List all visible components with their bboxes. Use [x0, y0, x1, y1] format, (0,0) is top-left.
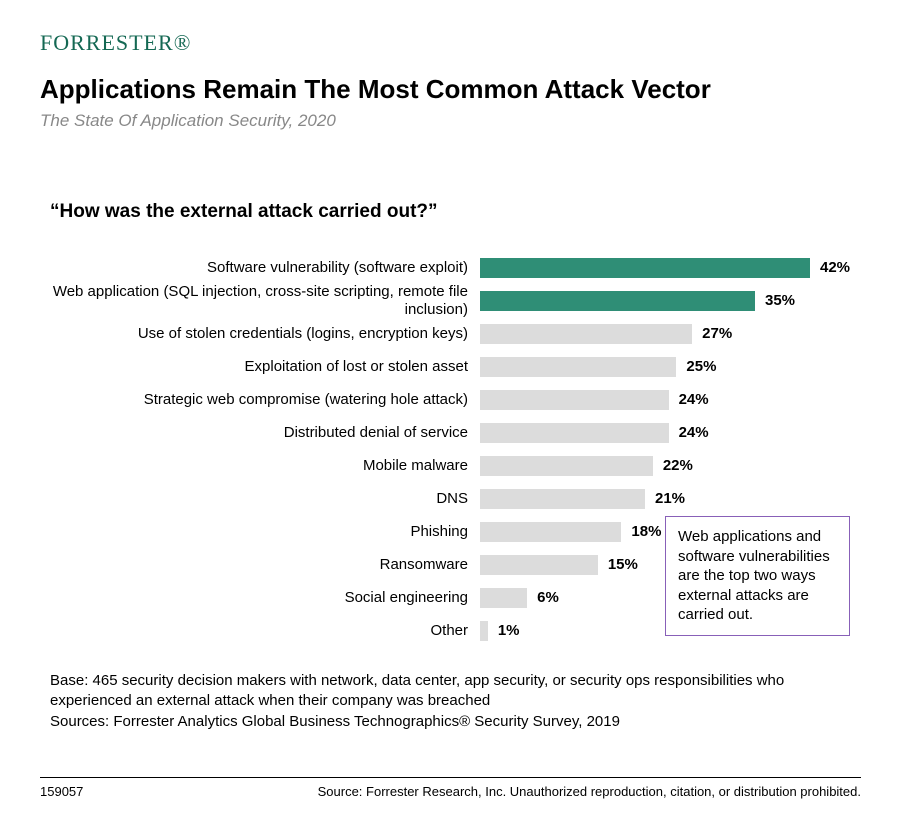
bar-row: Software vulnerability (software exploit… — [50, 251, 870, 284]
page-subtitle: The State Of Application Security, 2020 — [40, 111, 861, 131]
bar-fill — [480, 456, 653, 476]
bar-track: 22% — [480, 456, 870, 476]
bar-label: Software vulnerability (software exploit… — [50, 259, 480, 276]
bar-value: 27% — [702, 325, 732, 342]
bar-value: 18% — [631, 523, 661, 540]
page-title: Applications Remain The Most Common Atta… — [40, 74, 861, 105]
bar-value: 22% — [663, 457, 693, 474]
bar-label: DNS — [50, 490, 480, 507]
bar-fill — [480, 423, 669, 443]
bar-value: 35% — [765, 292, 795, 309]
bar-row: Mobile malware 22% — [50, 449, 870, 482]
bar-track: 35% — [480, 291, 870, 311]
bar-fill — [480, 588, 527, 608]
bar-fill — [480, 324, 692, 344]
base-note: Base: 465 security decision makers with … — [50, 671, 861, 712]
bar-row: Strategic web compromise (watering hole … — [50, 383, 870, 416]
bar-value: 24% — [679, 391, 709, 408]
bar-track: 24% — [480, 423, 870, 443]
bar-fill — [480, 621, 488, 641]
bar-track: 24% — [480, 390, 870, 410]
bar-track: 27% — [480, 324, 870, 344]
sources-note: Sources: Forrester Analytics Global Busi… — [50, 712, 861, 732]
bar-value: 15% — [608, 556, 638, 573]
bar-value: 25% — [686, 358, 716, 375]
bar-fill — [480, 555, 598, 575]
bar-label: Web application (SQL injection, cross-si… — [50, 283, 480, 318]
chart-callout: Web applications and software vulnerabil… — [665, 516, 850, 636]
footer: 159057 Source: Forrester Research, Inc. … — [40, 777, 861, 799]
bar-value: 6% — [537, 589, 559, 606]
bar-label: Mobile malware — [50, 457, 480, 474]
bar-label: Use of stolen credentials (logins, encry… — [50, 325, 480, 342]
bar-value: 21% — [655, 490, 685, 507]
bar-label: Phishing — [50, 523, 480, 540]
bar-row: Use of stolen credentials (logins, encry… — [50, 317, 870, 350]
footer-id: 159057 — [40, 784, 83, 799]
bar-label: Other — [50, 622, 480, 639]
bar-row: Web application (SQL injection, cross-si… — [50, 284, 870, 317]
bar-value: 1% — [498, 622, 520, 639]
bar-fill — [480, 390, 669, 410]
bar-fill — [480, 522, 621, 542]
bar-track: 25% — [480, 357, 870, 377]
bar-label: Exploitation of lost or stolen asset — [50, 358, 480, 375]
bar-label: Strategic web compromise (watering hole … — [50, 391, 480, 408]
chart-question: “How was the external attack carried out… — [50, 201, 861, 223]
bar-row: Distributed denial of service 24% — [50, 416, 870, 449]
bar-value: 24% — [679, 424, 709, 441]
bar-fill — [480, 357, 676, 377]
bar-row: DNS 21% — [50, 482, 870, 515]
bar-label: Distributed denial of service — [50, 424, 480, 441]
bar-track: 42% — [480, 258, 870, 278]
brand-logo: FORRESTER® — [40, 30, 861, 56]
bar-value: 42% — [820, 259, 850, 276]
bar-track: 21% — [480, 489, 870, 509]
bar-fill — [480, 489, 645, 509]
bar-chart: Software vulnerability (software exploit… — [50, 251, 870, 647]
bar-fill — [480, 258, 810, 278]
bar-label: Ransomware — [50, 556, 480, 573]
bar-row: Exploitation of lost or stolen asset 25% — [50, 350, 870, 383]
footer-source: Source: Forrester Research, Inc. Unautho… — [318, 784, 861, 799]
bar-fill — [480, 291, 755, 311]
bar-label: Social engineering — [50, 589, 480, 606]
